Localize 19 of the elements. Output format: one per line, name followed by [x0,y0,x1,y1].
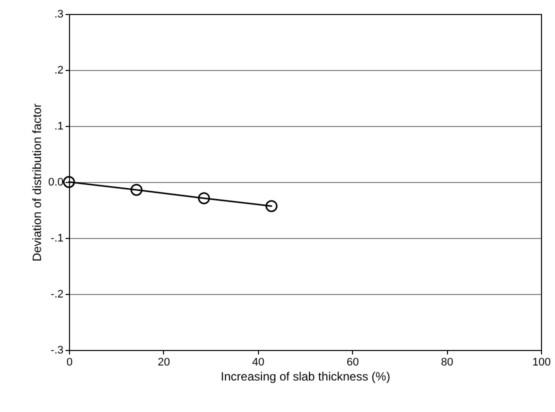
y-tick-label: -.3 [50,344,64,356]
point [198,192,210,204]
point [63,176,75,188]
x-tick-label: 80 [440,356,454,368]
y-axis-title: Deviation of distribution factor [30,103,44,262]
point [265,200,278,212]
x-tick-label: 60 [346,356,359,368]
y-tick-label: .2 [54,64,64,76]
y-tick-label: -.1 [50,232,64,244]
y-tick-label: .3 [54,8,64,20]
x-axis-title: Increasing of slab thickness (%) [220,370,390,384]
point [130,184,142,196]
y-tick-label: -.2 [50,288,64,300]
x-tick-label: 100 [532,356,551,368]
x-tick-label: 20 [158,356,170,368]
y-tick-label: 0.0 [48,176,64,188]
y-tick-label: .1 [54,120,64,132]
x-tick-label: 40 [252,356,264,368]
x-tick-label: 0 [66,356,73,368]
